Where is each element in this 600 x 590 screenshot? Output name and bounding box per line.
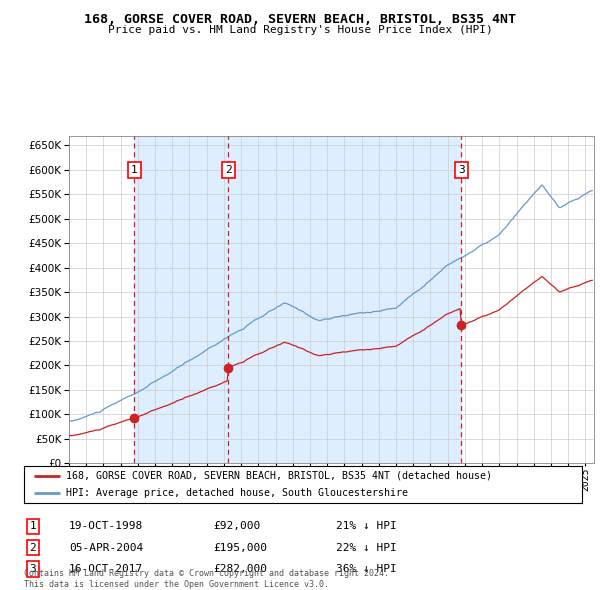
Text: 36% ↓ HPI: 36% ↓ HPI <box>336 564 397 573</box>
Text: 168, GORSE COVER ROAD, SEVERN BEACH, BRISTOL, BS35 4NT: 168, GORSE COVER ROAD, SEVERN BEACH, BRI… <box>84 13 516 26</box>
Text: 3: 3 <box>458 165 465 175</box>
Text: £195,000: £195,000 <box>213 543 267 552</box>
Text: 1: 1 <box>131 165 138 175</box>
Text: 22% ↓ HPI: 22% ↓ HPI <box>336 543 397 552</box>
Text: 16-OCT-2017: 16-OCT-2017 <box>69 564 143 573</box>
Text: 2: 2 <box>29 543 37 552</box>
Text: 05-APR-2004: 05-APR-2004 <box>69 543 143 552</box>
Text: 1: 1 <box>29 522 37 531</box>
Text: 168, GORSE COVER ROAD, SEVERN BEACH, BRISTOL, BS35 4NT (detached house): 168, GORSE COVER ROAD, SEVERN BEACH, BRI… <box>66 471 492 480</box>
Text: Price paid vs. HM Land Registry's House Price Index (HPI): Price paid vs. HM Land Registry's House … <box>107 25 493 35</box>
Text: £92,000: £92,000 <box>213 522 260 531</box>
Text: 2: 2 <box>225 165 232 175</box>
Text: HPI: Average price, detached house, South Gloucestershire: HPI: Average price, detached house, Sout… <box>66 488 408 497</box>
Text: 21% ↓ HPI: 21% ↓ HPI <box>336 522 397 531</box>
Text: 3: 3 <box>29 564 37 573</box>
Text: £282,000: £282,000 <box>213 564 267 573</box>
Text: Contains HM Land Registry data © Crown copyright and database right 2024.
This d: Contains HM Land Registry data © Crown c… <box>24 569 389 589</box>
Text: 19-OCT-1998: 19-OCT-1998 <box>69 522 143 531</box>
Bar <box>134 136 461 463</box>
